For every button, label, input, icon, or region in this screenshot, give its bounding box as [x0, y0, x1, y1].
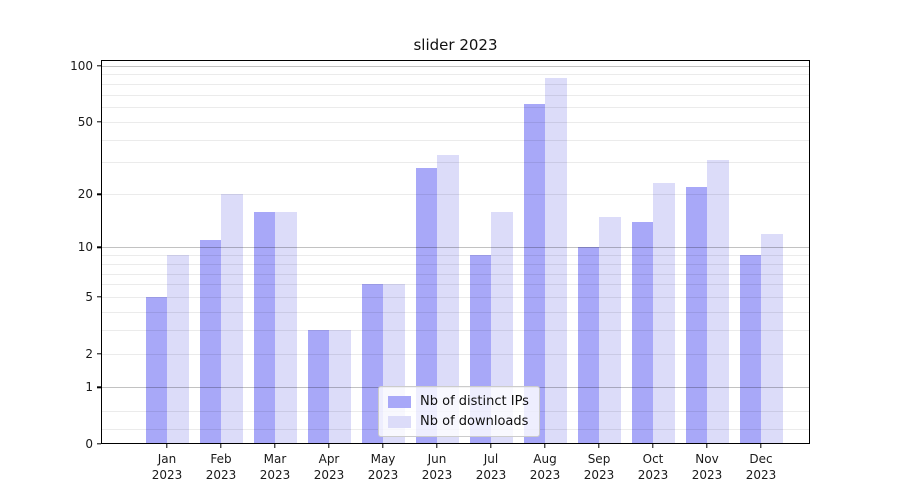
bar-distinct-ips-nov [685, 186, 707, 444]
y-tick-label-0: 0 [85, 437, 93, 451]
x-tick-label-apr: Apr 2023 [313, 452, 345, 482]
bar-distinct-ips-feb [199, 240, 221, 444]
legend-label-distinct-ips: Nb of distinct IPs [420, 394, 529, 409]
y-tick-label-100: 100 [70, 58, 93, 73]
legend-swatch-distinct-ips [388, 395, 411, 408]
y-tick-label-1: 1 [85, 380, 93, 395]
y-tick-mark-20 [97, 193, 101, 195]
x-tick-label-jan: Jan 2023 [151, 452, 183, 482]
y-tick-mark-50 [97, 120, 101, 123]
legend-swatch-downloads [388, 415, 411, 428]
y-tick-label-5: 5 [85, 290, 93, 305]
y-tick-mark-2 [97, 353, 101, 355]
bar-distinct-ips-aug [523, 104, 545, 444]
legend-item-distinct-ips: Nb of distinct IPs [388, 394, 529, 409]
x-tick-label-jun: Jun 2023 [421, 452, 453, 482]
x-tick-label-nov: Nov 2023 [691, 452, 723, 482]
y-tick-label-50: 50 [77, 114, 93, 129]
x-tick-label-oct: Oct 2023 [637, 452, 669, 482]
y-tick-label-2: 2 [85, 346, 93, 361]
x-tick-mark-may [382, 444, 384, 448]
bar-downloads-aug [545, 77, 567, 444]
x-tick-mark-jan [166, 444, 168, 448]
x-tick-label-dec: Dec 2023 [745, 452, 777, 482]
bar-distinct-ips-apr [307, 330, 329, 444]
bar-downloads-jul [491, 211, 513, 444]
bar-distinct-ips-mar [253, 211, 275, 444]
legend-label-downloads: Nb of downloads [420, 414, 529, 429]
legend: Nb of distinct IPs Nb of downloads [378, 386, 540, 437]
x-tick-label-aug: Aug 2023 [529, 452, 561, 482]
bar-distinct-ips-jan [145, 297, 167, 444]
x-tick-mark-dec [760, 444, 762, 448]
y-tick-mark-5 [97, 296, 101, 298]
x-tick-label-sep: Sep 2023 [583, 452, 615, 482]
bar-downloads-oct [653, 183, 675, 444]
x-tick-label-may: May 2023 [367, 452, 399, 482]
chart-title: slider 2023 [413, 36, 498, 54]
bar-distinct-ips-oct [631, 221, 653, 444]
x-tick-mark-jul [490, 444, 492, 448]
bar-distinct-ips-jun [415, 167, 437, 444]
bar-distinct-ips-dec [739, 255, 761, 444]
bar-distinct-ips-may [361, 284, 383, 444]
y-tick-mark-1 [97, 386, 101, 388]
x-tick-label-mar: Mar 2023 [259, 452, 291, 482]
plot-area: 0 1 2 5 10 20 50 100 Jan 2023 Feb 2023 Mar 2023 Apr 202… [70, 59, 810, 482]
bar-downloads-sep [599, 216, 621, 444]
x-tick-mark-jun [436, 444, 438, 448]
legend-item-downloads: Nb of downloads [388, 414, 529, 429]
bar-downloads-mar [275, 211, 297, 444]
y-tick-mark-10 [97, 246, 101, 249]
bar-downloads-dec [761, 233, 783, 444]
y-tick-mark-0 [97, 443, 101, 445]
bar-downloads-nov [707, 159, 729, 444]
bar-distinct-ips-sep [577, 247, 599, 444]
x-tick-label-jul: Jul 2023 [475, 452, 507, 482]
bar-downloads-jun [437, 154, 459, 444]
bar-downloads-apr [329, 330, 351, 444]
x-tick-mark-feb [220, 444, 222, 448]
x-tick-mark-aug [544, 444, 546, 448]
ticks-layer: 0 1 2 5 10 20 50 100 Jan 2023 Feb 2023 Mar 2023 Apr 202… [70, 59, 810, 482]
x-tick-mark-apr [328, 444, 330, 448]
bar-downloads-jan [167, 255, 189, 444]
x-tick-mark-oct [652, 444, 654, 448]
x-tick-mark-sep [598, 444, 600, 448]
y-tick-label-20: 20 [77, 187, 93, 202]
x-tick-mark-mar [274, 444, 276, 448]
x-tick-label-feb: Feb 2023 [205, 452, 237, 482]
bar-downloads-feb [221, 194, 243, 444]
y-tick-label-10: 10 [77, 240, 93, 255]
y-tick-mark-100 [97, 64, 101, 67]
x-tick-mark-nov [706, 444, 708, 448]
